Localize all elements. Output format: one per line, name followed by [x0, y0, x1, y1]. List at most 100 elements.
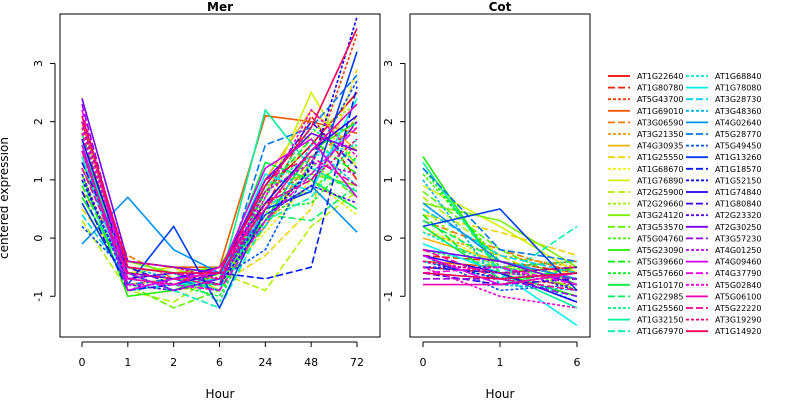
legend-label: AT2G25900 — [637, 188, 683, 197]
legend-label: AT1G52150 — [715, 176, 761, 185]
legend-label: AT1G22985 — [637, 292, 683, 301]
legend-label: AT3G57230 — [715, 234, 761, 243]
legend-label: AT4G02640 — [715, 118, 761, 127]
legend-label: AT1G76890 — [637, 176, 683, 185]
legend-label: AT5G23090 — [637, 246, 683, 255]
legend-label: AT3G06590 — [637, 118, 683, 127]
cot-x-tick-label: 6 — [574, 356, 581, 369]
legend-label: AT1G69010 — [637, 107, 683, 116]
cot-series-line-at3g28730 — [422, 208, 578, 274]
cot-y-tick-label: 2 — [382, 118, 395, 125]
legend-label: AT1G13260 — [715, 153, 761, 162]
mer-x-tick-label: 0 — [79, 356, 86, 369]
legend-label: AT1G14920 — [715, 327, 761, 336]
legend-label: AT1G67970 — [637, 327, 683, 336]
mer-series-line-at3g19290 — [81, 127, 358, 280]
cot-series-line-at5g28770 — [422, 167, 578, 263]
mer-series-line-at5g22220 — [81, 155, 358, 286]
mer-panel-title: Mer — [207, 0, 233, 14]
legend-label: AT2G30250 — [715, 223, 761, 232]
mer-x-tick-label: 2 — [170, 356, 177, 369]
legend-label: AT3G24120 — [637, 211, 683, 220]
cot-series-line-at3g24120 — [422, 202, 578, 268]
legend-label: AT1G80840 — [715, 200, 761, 209]
cot-series-line-at4g37790 — [422, 266, 578, 286]
cot-series-line-at3g48360 — [422, 179, 578, 292]
cot-series-line-at3g19290 — [422, 260, 578, 274]
legend-label: AT3G28730 — [715, 95, 761, 104]
legend-label: AT3G48360 — [715, 107, 761, 116]
legend-label: AT1G22640 — [637, 72, 683, 81]
cot-x-tick-label: 1 — [497, 356, 504, 369]
mer-x-tick-label: 48 — [304, 356, 318, 369]
cot-series-line-at1g18570 — [422, 266, 578, 274]
mer-panel-frame — [59, 13, 381, 338]
legend-label: AT5G49450 — [715, 142, 761, 151]
mer-series-line-at2g23320 — [81, 173, 358, 292]
legend-label: AT1G68840 — [715, 72, 761, 81]
legend-label: AT1G10170 — [637, 281, 683, 290]
mer-x-tick-label: 6 — [216, 356, 223, 369]
cot-x-axis-title: Hour — [486, 387, 515, 400]
legend-label: AT5G28770 — [715, 130, 761, 139]
cot-x-tick-label: 0 — [420, 356, 427, 369]
cot-series-line-at1g13260 — [422, 208, 578, 291]
cot-panel-title: Cot — [489, 0, 512, 14]
legend-label: AT1G25560 — [637, 304, 683, 313]
mer-y-tick-label: 3 — [32, 60, 45, 67]
legend-label: AT1G80780 — [637, 84, 683, 93]
legend-label: AT1G18570 — [715, 165, 761, 174]
cot-panel-frame — [409, 13, 591, 338]
mer-x-axis-title: Hour — [206, 387, 235, 400]
mer-x-tick-label: 72 — [350, 356, 364, 369]
mer-y-tick-label: -1 — [32, 291, 45, 302]
legend-label: AT3G21350 — [637, 130, 683, 139]
mer-series-line-at5g06100 — [81, 103, 358, 286]
cot-y-tick-label: 1 — [382, 176, 395, 183]
legend-label: AT5G43700 — [637, 95, 683, 104]
mer-series-line-at4g01250 — [81, 121, 358, 292]
legend-label: AT4G09460 — [715, 258, 761, 267]
cot-series-line-at5g57660 — [422, 167, 578, 280]
legend-label: AT1G74840 — [715, 188, 761, 197]
mer-y-tick-label: 2 — [32, 118, 45, 125]
cot-series-line-at1g80780 — [422, 254, 578, 274]
legend-label: AT3G53570 — [637, 223, 683, 232]
legend-label: AT1G32150 — [637, 316, 683, 325]
legend-label: AT1G25550 — [637, 153, 683, 162]
y-axis-title: centered expression — [0, 137, 11, 259]
legend-label: AT4G37790 — [715, 269, 761, 278]
cot-y-tick-label: 0 — [382, 235, 395, 242]
legend: AT1G22640 AT1G80780 AT5G43700 AT1G69010 AT3G… — [608, 72, 761, 336]
cot-y-tick-label: -1 — [382, 291, 395, 302]
mer-x-tick-label: 1 — [124, 356, 131, 369]
legend-label: AT3G19290 — [715, 316, 761, 325]
legend-label: AT5G02840 — [715, 281, 761, 290]
legend-label: AT5G39660 — [637, 258, 683, 267]
legend-label: AT4G01250 — [715, 246, 761, 255]
mer-series-line-at1g14920 — [81, 28, 358, 274]
cot-y-tick-label: 3 — [382, 60, 395, 67]
series-lines — [81, 16, 578, 327]
mer-series-line-at4g37790 — [81, 109, 358, 292]
cot-series-line-at1g14920 — [422, 272, 578, 280]
mer-y-tick-label: 0 — [32, 235, 45, 242]
axes-layer: -1 0 1 2 3 0 1 2 6 24 48 72 -1 0 1 2 3 0 1 6 — [32, 60, 581, 369]
legend-label: AT4G30935 — [637, 142, 683, 151]
cot-series-line-at1g68840 — [422, 231, 578, 303]
legend-label: AT1G68670 — [637, 165, 683, 174]
legend-label: AT1G78080 — [715, 84, 761, 93]
mer-y-tick-label: 1 — [32, 176, 45, 183]
cot-series-line-at2g25900 — [422, 196, 578, 292]
mer-x-tick-label: 24 — [258, 356, 272, 369]
cot-series-line-at5g02840 — [422, 266, 578, 309]
legend-label: AT2G29660 — [637, 200, 683, 209]
cot-series-line-at2g23320 — [423, 266, 578, 292]
legend-label: AT5G06100 — [715, 292, 761, 301]
legend-label: AT5G04760 — [637, 234, 683, 243]
legend-label: AT5G22220 — [715, 304, 761, 313]
legend-label: AT2G23320 — [715, 211, 761, 220]
cot-series-line-at5g06100 — [423, 272, 578, 286]
legend-label: AT5G57660 — [637, 269, 683, 278]
